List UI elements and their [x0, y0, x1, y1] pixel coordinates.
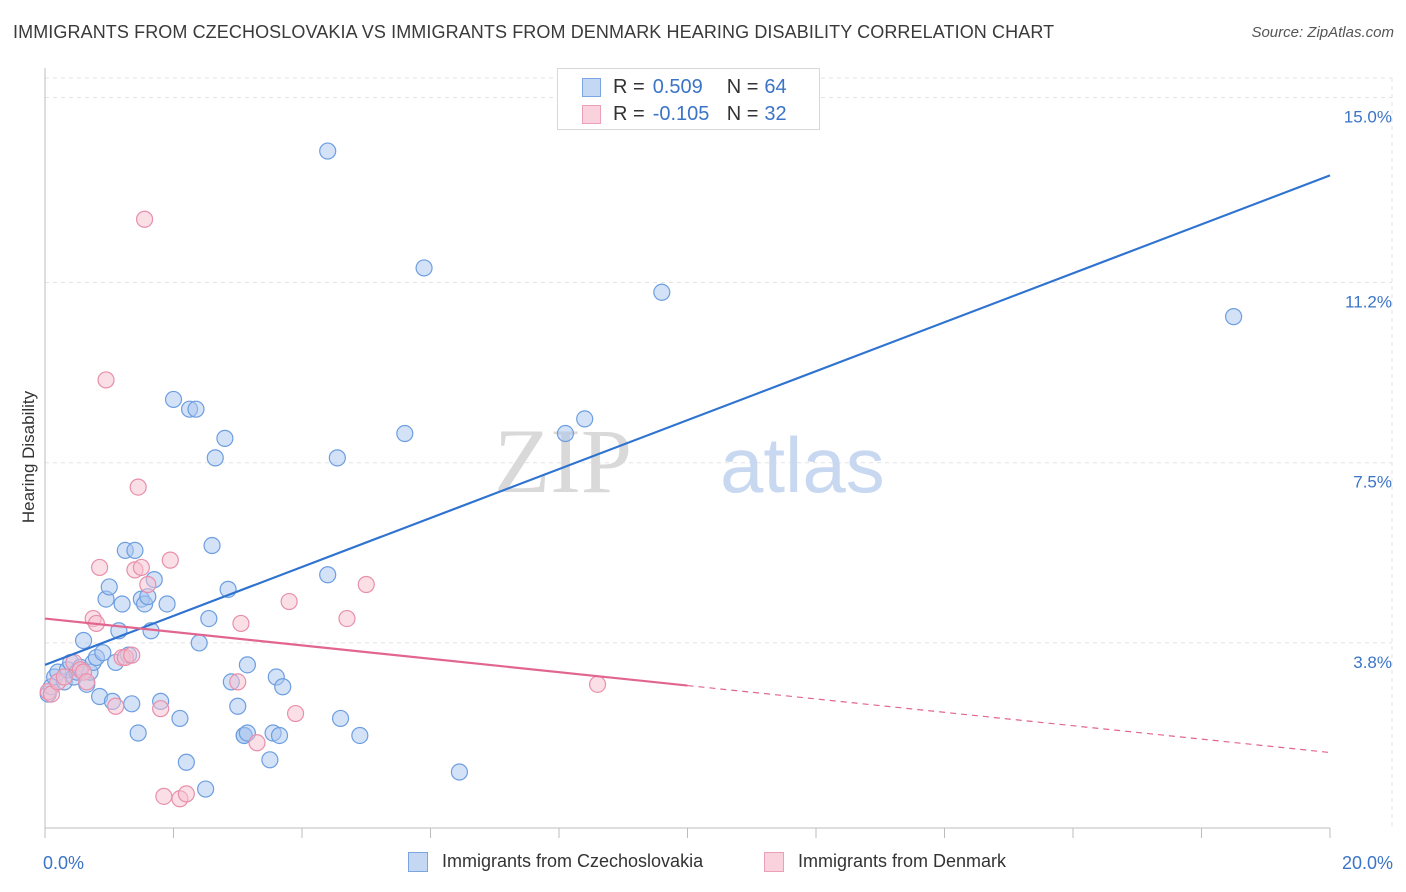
- denmark-point: [280, 592, 298, 611]
- denmark-point: [123, 646, 141, 664]
- y-axis-label: Hearing Disability: [19, 390, 38, 523]
- czechoslovakia-point: [328, 449, 346, 467]
- x-tick-label-min: 0.0%: [43, 853, 84, 873]
- legend-item-denmark: Immigrants from Denmark: [764, 851, 1006, 872]
- denmark-point: [55, 668, 73, 686]
- czechoslovakia-point: [129, 724, 147, 742]
- legend-row-denmark: R = -0.105 N = 32: [582, 102, 787, 126]
- r-value: 0.509: [652, 75, 703, 98]
- denmark-point: [161, 551, 179, 569]
- n-label: N =: [726, 102, 759, 125]
- y-tick-label: 11.2%: [1345, 293, 1392, 312]
- czechoslovakia-point: [229, 697, 247, 715]
- denmark-trend-extension: [687, 684, 1331, 754]
- denmark-point: [132, 558, 150, 577]
- czechoslovakia-point: [158, 595, 176, 613]
- czechoslovakia-point: [123, 695, 141, 713]
- czechoslovakia-point: [94, 644, 112, 662]
- denmark-point: [286, 704, 305, 723]
- denmark-point: [97, 371, 115, 389]
- czechoslovakia-point: [74, 631, 93, 650]
- czechoslovakia-point: [197, 780, 215, 798]
- denmark-point: [357, 575, 375, 594]
- czechoslovakia-point: [126, 541, 144, 560]
- denmark-point: [78, 673, 96, 691]
- blue-swatch: [582, 77, 601, 97]
- y-tick-label: 3.8%: [1353, 653, 1392, 672]
- czechoslovakia-point: [100, 578, 118, 596]
- czechoslovakia-point: [200, 609, 218, 628]
- czechoslovakia-trend-line: [44, 174, 1331, 666]
- czechoslovakia-point: [274, 678, 292, 696]
- denmark-point: [139, 575, 157, 594]
- czechoslovakia-point: [171, 709, 189, 728]
- watermark-atlas: atlas: [720, 421, 885, 509]
- legend-label: Immigrants from Czechoslovakia: [442, 851, 704, 871]
- r-value: -0.105: [652, 102, 710, 125]
- trend-lines: [44, 174, 1331, 754]
- czechoslovakia-point: [415, 259, 433, 277]
- czechoslovakia-point: [331, 709, 350, 728]
- r-label: R =: [613, 75, 645, 98]
- czechoslovakia-point: [351, 726, 369, 745]
- czechoslovakia-point: [187, 400, 205, 418]
- czechoslovakia-point: [556, 424, 575, 443]
- czechoslovakia-point: [270, 726, 289, 745]
- n-value: 64: [764, 75, 787, 98]
- czechoslovakia-point: [396, 424, 414, 443]
- source-label: Source: ZipAtlas.com: [1251, 24, 1394, 41]
- pink-swatch: [764, 851, 784, 872]
- y-tick-label: 7.5%: [1353, 473, 1392, 492]
- denmark-point: [107, 697, 125, 715]
- denmark-point: [155, 787, 173, 805]
- denmark-point: [232, 614, 250, 633]
- czechoslovakia-point: [319, 566, 337, 584]
- czechoslovakia-point: [164, 390, 183, 409]
- denmark-point: [152, 700, 170, 718]
- data-points: [39, 142, 1243, 808]
- pink-swatch: [582, 104, 601, 124]
- r-label: R =: [613, 102, 645, 125]
- czechoslovakia-point: [203, 536, 221, 555]
- blue-swatch: [408, 851, 428, 872]
- axis-labels: 3.8% 7.5% 11.2% 15.0% 0.0% 20.0%: [43, 107, 1393, 873]
- x-tick-label-max: 20.0%: [1342, 853, 1393, 873]
- czechoslovakia-point: [450, 763, 469, 781]
- axes: [44, 68, 1331, 838]
- denmark-point: [91, 558, 109, 577]
- czechoslovakia-point: [653, 283, 671, 301]
- n-value: 32: [764, 102, 787, 125]
- grid-lines: [45, 77, 1393, 828]
- legend-item-czechoslovakia: Immigrants from Czechoslovakia: [408, 851, 703, 872]
- watermark: ZIP atlas: [494, 410, 885, 512]
- czechoslovakia-point: [190, 634, 208, 652]
- czechoslovakia-point: [261, 751, 279, 769]
- denmark-point: [338, 609, 356, 628]
- stats-legend: R = 0.509 N = 64 R = -0.105 N = 32: [557, 68, 820, 130]
- czechoslovakia-point: [1225, 308, 1243, 326]
- czechoslovakia-point: [177, 753, 195, 771]
- czechoslovakia-point: [319, 142, 337, 160]
- denmark-point: [248, 734, 266, 752]
- n-label: N =: [726, 75, 759, 98]
- czechoslovakia-point: [113, 595, 131, 613]
- y-tick-label: 15.0%: [1344, 107, 1392, 126]
- chart-title: IMMIGRANTS FROM CZECHOSLOVAKIA VS IMMIGR…: [13, 22, 1055, 42]
- legend-row-czechoslovakia: R = 0.509 N = 64: [582, 75, 787, 99]
- czechoslovakia-point: [216, 429, 234, 447]
- denmark-point: [588, 675, 607, 693]
- czechoslovakia-point: [206, 449, 224, 467]
- denmark-point: [135, 210, 154, 228]
- denmark-point: [229, 673, 247, 691]
- denmark-point: [129, 478, 147, 496]
- denmark-trend-line: [44, 617, 688, 687]
- czechoslovakia-point: [238, 656, 256, 674]
- legend-label: Immigrants from Denmark: [798, 851, 1007, 871]
- denmark-point: [177, 785, 195, 803]
- czechoslovakia-point: [576, 410, 594, 428]
